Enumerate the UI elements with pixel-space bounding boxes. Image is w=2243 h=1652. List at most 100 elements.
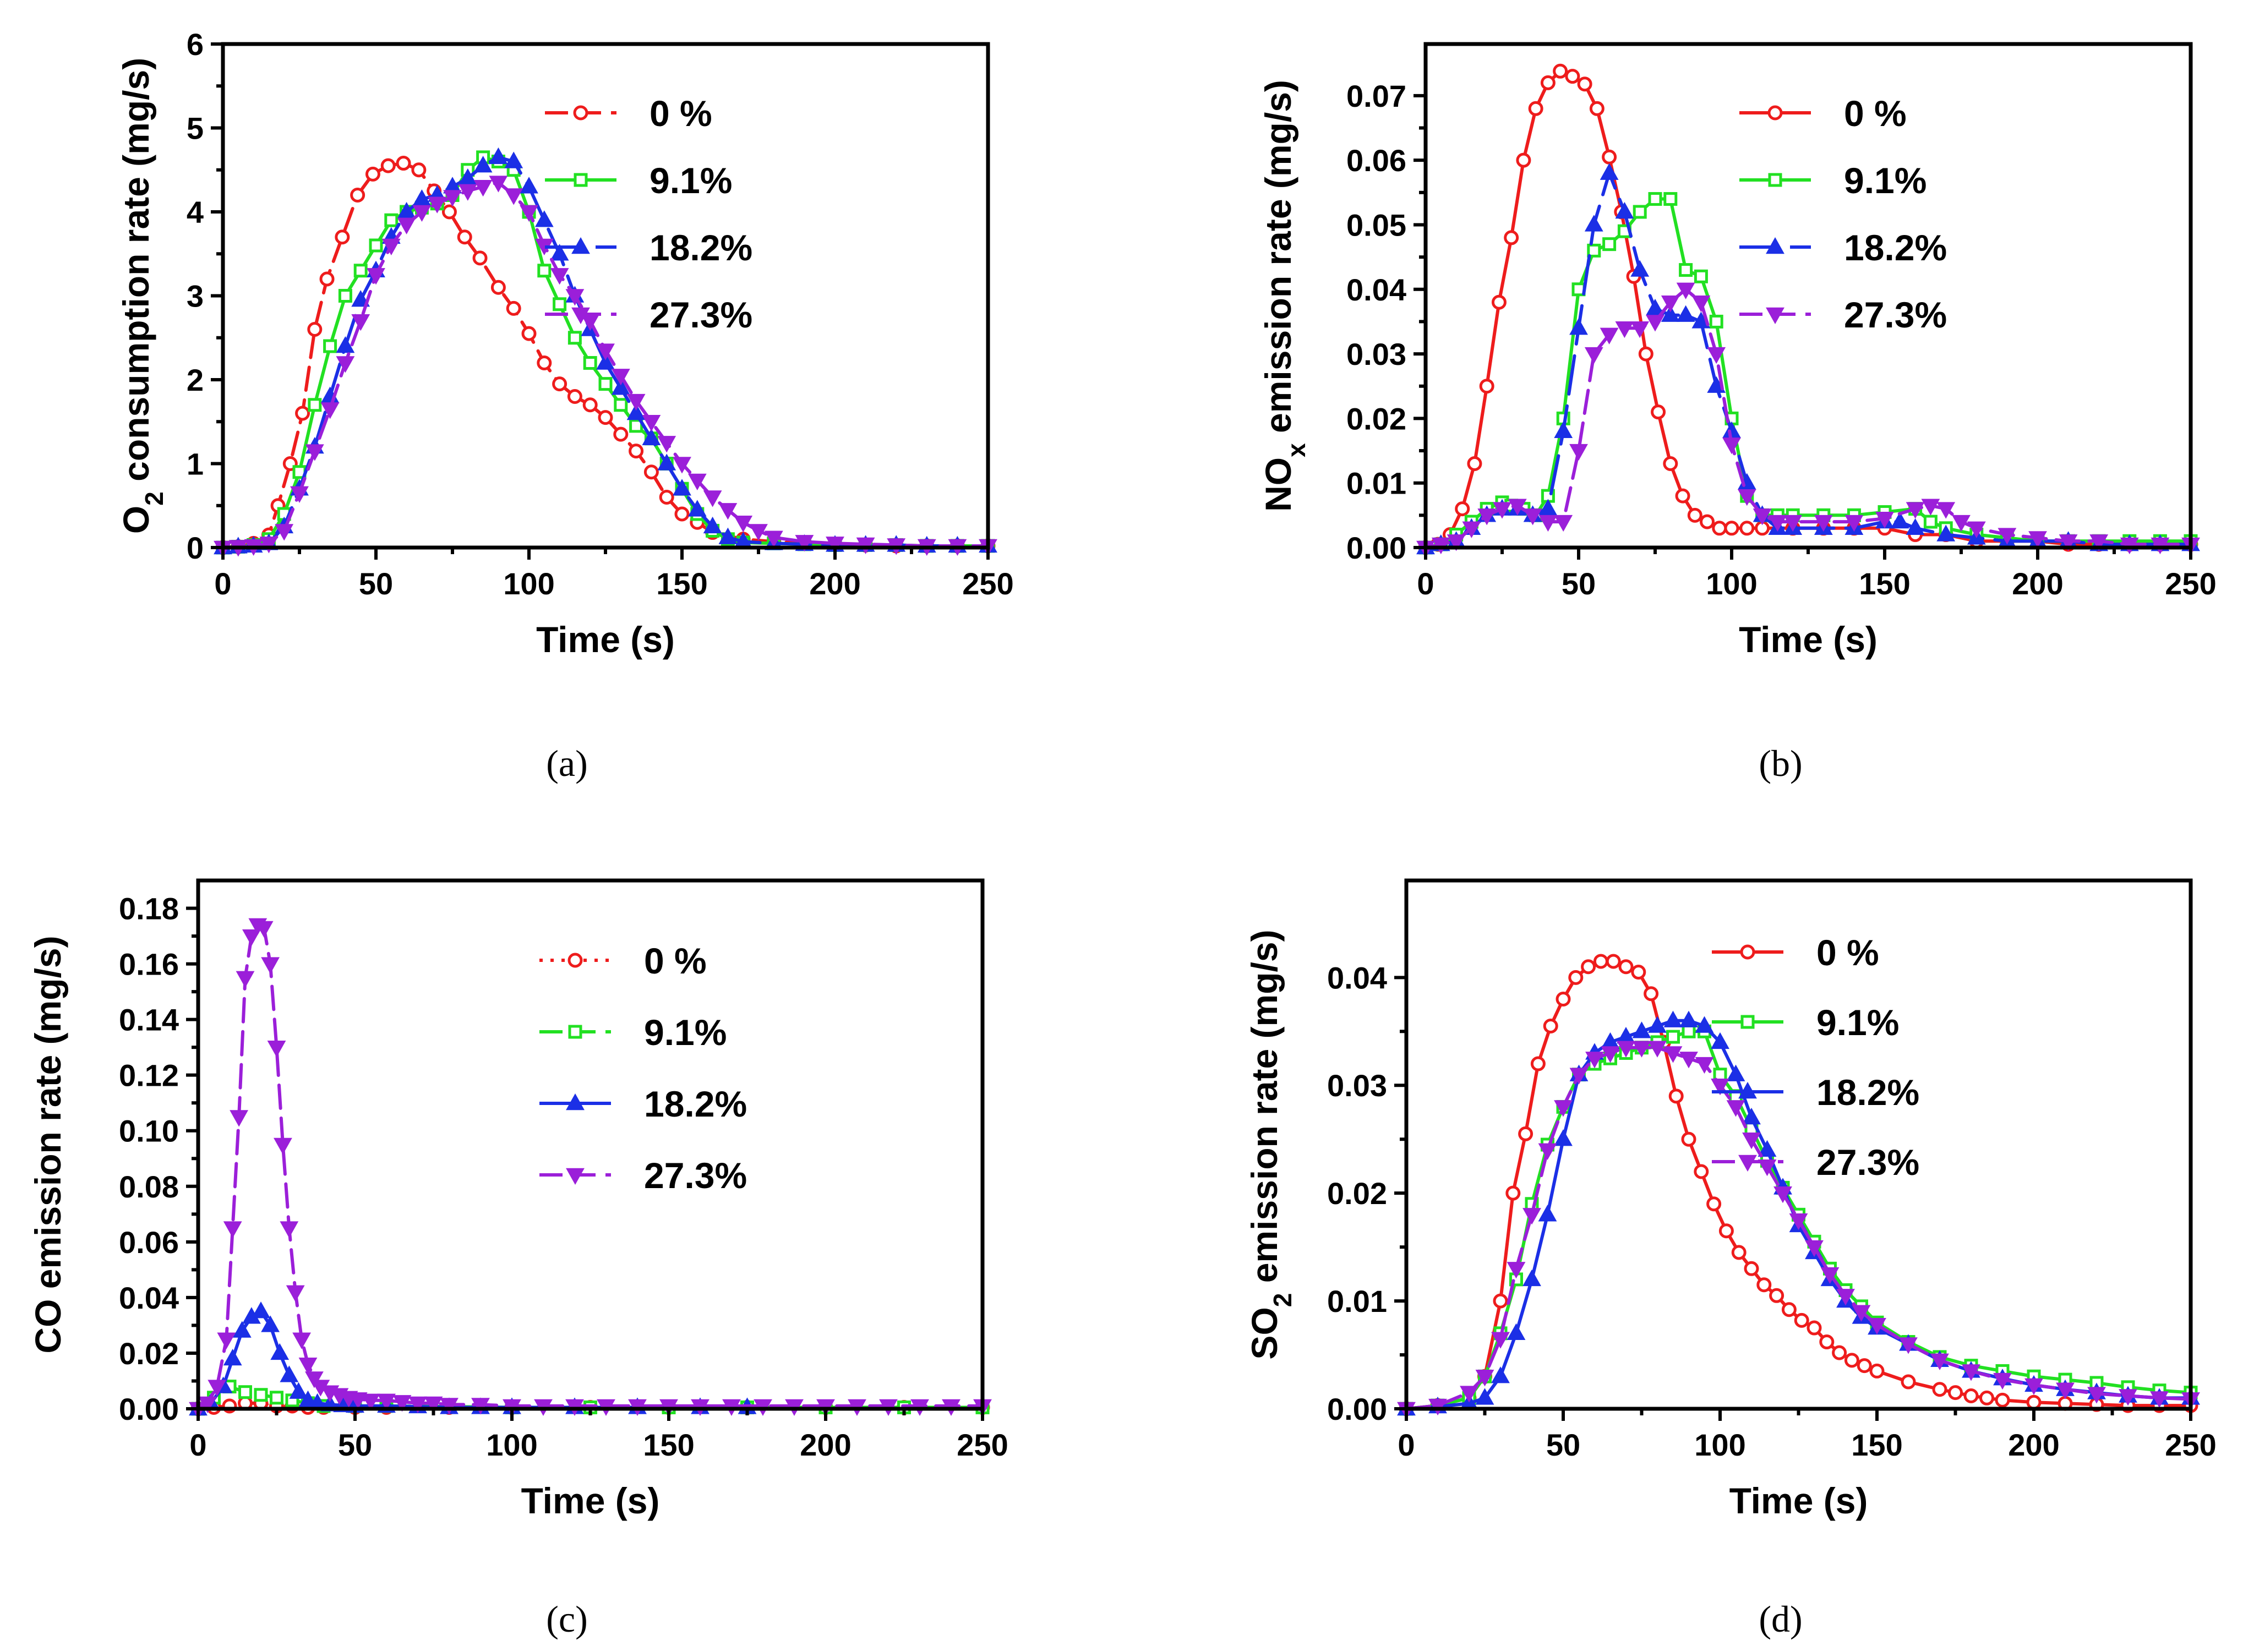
data-point bbox=[550, 268, 569, 285]
data-point bbox=[490, 280, 506, 295]
data-point bbox=[1587, 243, 1601, 258]
data-point bbox=[242, 929, 261, 947]
y-tick-label: 1 bbox=[187, 447, 204, 482]
y-tick-label: 3 bbox=[187, 279, 204, 314]
data-point bbox=[428, 196, 447, 214]
data-point bbox=[1475, 1388, 1494, 1405]
data-point bbox=[412, 205, 432, 222]
legend-marker bbox=[568, 1025, 582, 1039]
data-point bbox=[1711, 1079, 1729, 1096]
x-axis-label: Time (s) bbox=[521, 1480, 660, 1521]
data-point bbox=[267, 1040, 286, 1058]
data-point bbox=[1581, 959, 1596, 975]
y-tick-label: 0.12 bbox=[119, 1058, 179, 1093]
data-point bbox=[471, 1398, 490, 1415]
x-tick-label: 150 bbox=[1851, 1427, 1902, 1462]
data-point bbox=[1722, 437, 1741, 455]
data-point bbox=[292, 1332, 312, 1349]
data-point bbox=[1467, 456, 1482, 471]
legend-label: 18.2% bbox=[650, 227, 752, 268]
data-point bbox=[1668, 1088, 1684, 1104]
data-point bbox=[2026, 1394, 2042, 1410]
data-point bbox=[521, 326, 537, 341]
panel-d: 0 50 100 150 200 250 0.00 0.01 0.02 0.03 0.04 Time … bbox=[1244, 878, 2217, 1640]
x-tick-label: 200 bbox=[2012, 566, 2063, 601]
data-point bbox=[1554, 1100, 1573, 1117]
y-tick-label: 4 bbox=[187, 195, 204, 229]
legend-label: 9.1% bbox=[1844, 160, 1927, 201]
data-point bbox=[659, 490, 674, 505]
data-point bbox=[298, 1357, 318, 1375]
y-axis-label-rest: emission rate (mg/s) bbox=[1244, 929, 1285, 1293]
data-point bbox=[397, 217, 416, 234]
data-point bbox=[1477, 508, 1497, 526]
data-point bbox=[1565, 69, 1580, 84]
data-point bbox=[795, 535, 814, 552]
data-point bbox=[1930, 1353, 1949, 1370]
data-point bbox=[1794, 1312, 1809, 1328]
data-point bbox=[1731, 1245, 1747, 1260]
data-point bbox=[1661, 296, 1680, 313]
data-point bbox=[826, 537, 844, 554]
panel-c: 0 50 100 150 200 250 0.00 0.02 0.04 0.06 0.08 0.10 0… bbox=[28, 878, 1008, 1640]
series-18-2 bbox=[1416, 163, 2200, 555]
data-point bbox=[261, 1315, 280, 1332]
data-point bbox=[230, 1110, 249, 1127]
data-point bbox=[336, 336, 355, 353]
x-tick-label: 0 bbox=[214, 566, 231, 601]
legend-marker bbox=[1740, 1015, 1755, 1029]
y-tick-label: 0.03 bbox=[1327, 1068, 1387, 1103]
data-point bbox=[734, 516, 753, 533]
data-point bbox=[1739, 521, 1755, 536]
data-point bbox=[673, 457, 691, 474]
data-point bbox=[223, 1221, 242, 1238]
data-point bbox=[1857, 1358, 1872, 1374]
panel-caption: (c) bbox=[546, 1598, 587, 1640]
data-point bbox=[749, 524, 768, 541]
data-point bbox=[1706, 1196, 1722, 1212]
data-point bbox=[289, 1382, 308, 1399]
data-point bbox=[598, 410, 613, 425]
data-point bbox=[208, 1380, 227, 1397]
legend-label: 0 % bbox=[1816, 932, 1879, 973]
data-point bbox=[1518, 1126, 1533, 1141]
y-tick-label: 0.04 bbox=[119, 1281, 179, 1315]
data-point bbox=[440, 1398, 459, 1415]
data-point bbox=[674, 506, 690, 522]
data-point bbox=[1819, 1334, 1835, 1350]
data-point bbox=[1844, 1353, 1859, 1368]
data-point bbox=[687, 473, 707, 491]
data-point bbox=[1460, 1386, 1478, 1403]
legend-marker bbox=[1766, 237, 1784, 254]
data-point bbox=[369, 238, 383, 253]
data-point bbox=[1633, 205, 1647, 219]
data-point bbox=[1523, 508, 1542, 526]
data-point bbox=[1617, 1041, 1635, 1058]
legend-marker bbox=[566, 1168, 585, 1185]
data-point bbox=[626, 403, 646, 420]
x-tick-label: 250 bbox=[2165, 1427, 2216, 1462]
data-point bbox=[308, 398, 322, 412]
data-point bbox=[1646, 315, 1664, 332]
data-point bbox=[1676, 282, 1695, 299]
y-axis-label-rest: emission rate (mg/s) bbox=[1258, 80, 1298, 443]
data-point bbox=[457, 229, 472, 245]
y-tick-label: 0.08 bbox=[119, 1169, 179, 1204]
data-point bbox=[504, 151, 523, 168]
data-point bbox=[687, 500, 707, 517]
data-point bbox=[504, 188, 523, 205]
data-point bbox=[553, 297, 567, 311]
series-line bbox=[1424, 197, 2192, 549]
y-axis-label-subscript: 2 bbox=[1268, 1293, 1297, 1308]
data-point bbox=[1906, 502, 1925, 519]
data-point bbox=[611, 369, 630, 386]
legend-label: 9.1% bbox=[1816, 1002, 1899, 1043]
y-axis-label-rest: consumption rate (mg/s) bbox=[116, 58, 156, 491]
data-point bbox=[1554, 421, 1573, 439]
legend: 0 % 9.1% 18.2% 27.3% bbox=[539, 940, 747, 1196]
x-tick-label: 100 bbox=[1694, 1427, 1745, 1462]
data-point bbox=[1618, 959, 1634, 975]
y-tick-label: 0.04 bbox=[1346, 272, 1406, 307]
data-point bbox=[565, 289, 585, 306]
y-tick-label: 0.02 bbox=[1327, 1176, 1387, 1211]
